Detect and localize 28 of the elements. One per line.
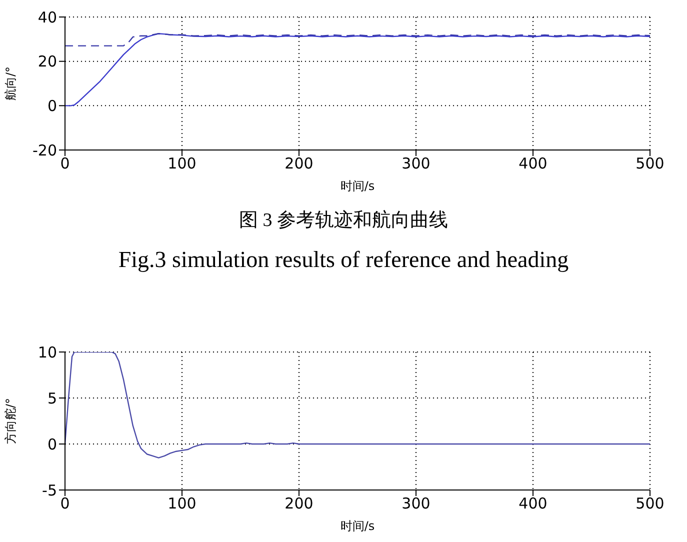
x-axis-title: 时间/s	[340, 179, 375, 193]
caption: Fig.3 simulation results of reference and heading	[118, 247, 569, 273]
x-axis-title: 时间/s	[340, 519, 375, 533]
y-axis-title: 航向/°	[3, 66, 18, 101]
line-series	[65, 33, 650, 46]
caption: 图 3 参考轨迹和航向曲线	[239, 209, 448, 233]
y-tick-label: -20	[32, 141, 57, 160]
x-tick-label: 500	[636, 494, 664, 513]
x-tick-label: 300	[402, 154, 430, 173]
y-tick-label: 0	[47, 435, 57, 454]
x-tick-label: 0	[60, 154, 70, 173]
line-series	[65, 33, 650, 106]
y-tick-label: 0	[47, 96, 57, 115]
x-tick-label: 200	[284, 154, 314, 173]
x-tick-label: 200	[284, 494, 314, 513]
x-tick-label: 100	[168, 494, 196, 513]
x-tick-label: 500	[636, 154, 664, 173]
y-tick-label: 20	[38, 52, 57, 71]
y-axis-title: 方向舵/°	[3, 398, 18, 444]
x-tick-label: 400	[518, 154, 548, 173]
x-tick-label: 100	[168, 154, 196, 173]
y-tick-label: 10	[38, 343, 57, 362]
y-tick-label: -5	[42, 481, 57, 500]
x-tick-label: 0	[60, 494, 70, 513]
x-tick-label: 400	[518, 494, 548, 513]
y-tick-label: 40	[38, 8, 57, 26]
x-tick-label: 300	[402, 494, 430, 513]
y-tick-label: 5	[47, 389, 57, 408]
